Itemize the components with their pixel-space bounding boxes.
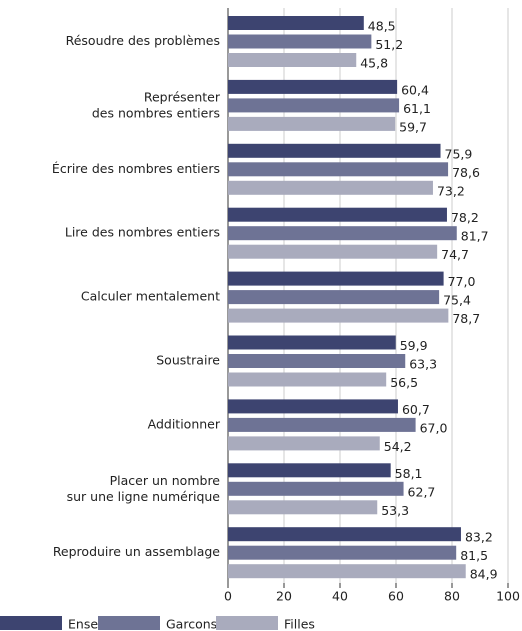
legend-swatch — [216, 616, 278, 630]
bar — [228, 436, 380, 451]
bar — [228, 207, 447, 222]
bar — [228, 354, 406, 368]
bar — [228, 271, 444, 286]
bar — [228, 527, 461, 542]
bar — [228, 335, 396, 350]
x-tick-label: 20 — [276, 589, 292, 604]
bar — [228, 481, 404, 496]
bar — [228, 244, 438, 259]
value-label: 56,5 — [390, 375, 418, 390]
legend-swatch — [0, 616, 62, 630]
bar — [228, 116, 396, 131]
x-tick-label: 0 — [224, 589, 232, 604]
bar — [228, 372, 387, 387]
value-label: 60,7 — [402, 402, 430, 417]
bar — [228, 79, 398, 94]
value-label: 58,1 — [395, 466, 423, 481]
value-label: 83,2 — [465, 530, 493, 545]
value-label: 77,0 — [448, 274, 476, 289]
value-label: 81,5 — [460, 548, 488, 563]
value-label: 75,4 — [443, 293, 471, 308]
value-label: 78,2 — [451, 210, 479, 225]
bar — [228, 143, 441, 158]
bar — [228, 564, 466, 579]
bar — [228, 226, 457, 241]
category-label: Soustraire — [156, 353, 220, 368]
value-label: 61,1 — [403, 101, 431, 116]
bar — [228, 290, 440, 305]
value-label: 84,9 — [470, 567, 498, 582]
x-tick-label: 60 — [388, 589, 404, 604]
category-label: Placer un nombre sur une ligne numérique — [67, 472, 221, 503]
value-label: 59,9 — [400, 338, 428, 353]
value-label: 78,6 — [452, 165, 480, 180]
value-label: 48,5 — [368, 19, 396, 34]
value-label: 53,3 — [381, 503, 409, 518]
bar — [228, 399, 398, 414]
bar — [228, 545, 457, 560]
x-tick-label: 80 — [444, 589, 460, 604]
bar — [228, 98, 400, 113]
value-label: 45,8 — [360, 56, 388, 71]
category-label: Représenter des nombres entiers — [92, 89, 221, 120]
value-label: 54,2 — [384, 439, 412, 454]
bar — [228, 34, 372, 49]
bar — [228, 500, 378, 515]
value-label: 60,4 — [401, 82, 429, 97]
category-label: Additionner — [148, 416, 221, 431]
x-tick-label: 40 — [332, 589, 348, 604]
value-label: 59,7 — [399, 119, 427, 134]
category-label: Écrire des nombres entiers — [52, 161, 220, 176]
bar — [228, 308, 449, 323]
bar — [228, 463, 391, 478]
value-label: 67,0 — [420, 420, 448, 435]
value-label: 51,2 — [375, 37, 403, 52]
value-label: 74,7 — [441, 247, 469, 262]
x-tick-label: 100 — [496, 589, 520, 604]
category-label: Calculer mentalement — [81, 289, 220, 304]
legend-label: Filles — [284, 617, 315, 631]
category-label: Résoudre des problèmes — [66, 33, 220, 48]
value-label: 81,7 — [461, 229, 489, 244]
bar — [228, 180, 433, 195]
bar — [228, 53, 357, 67]
legend-swatch — [98, 616, 160, 630]
value-label: 75,9 — [445, 146, 473, 161]
value-label: 73,2 — [437, 183, 465, 198]
value-label: 63,3 — [409, 357, 437, 372]
bar — [228, 417, 416, 432]
bar — [228, 162, 449, 177]
value-label: 62,7 — [408, 484, 436, 499]
category-label: Reproduire un assemblage — [53, 544, 220, 559]
category-label: Lire des nombres entiers — [65, 225, 220, 240]
bar — [228, 16, 364, 30]
value-label: 78,7 — [452, 311, 480, 326]
legend-label: Garcons — [166, 617, 217, 631]
